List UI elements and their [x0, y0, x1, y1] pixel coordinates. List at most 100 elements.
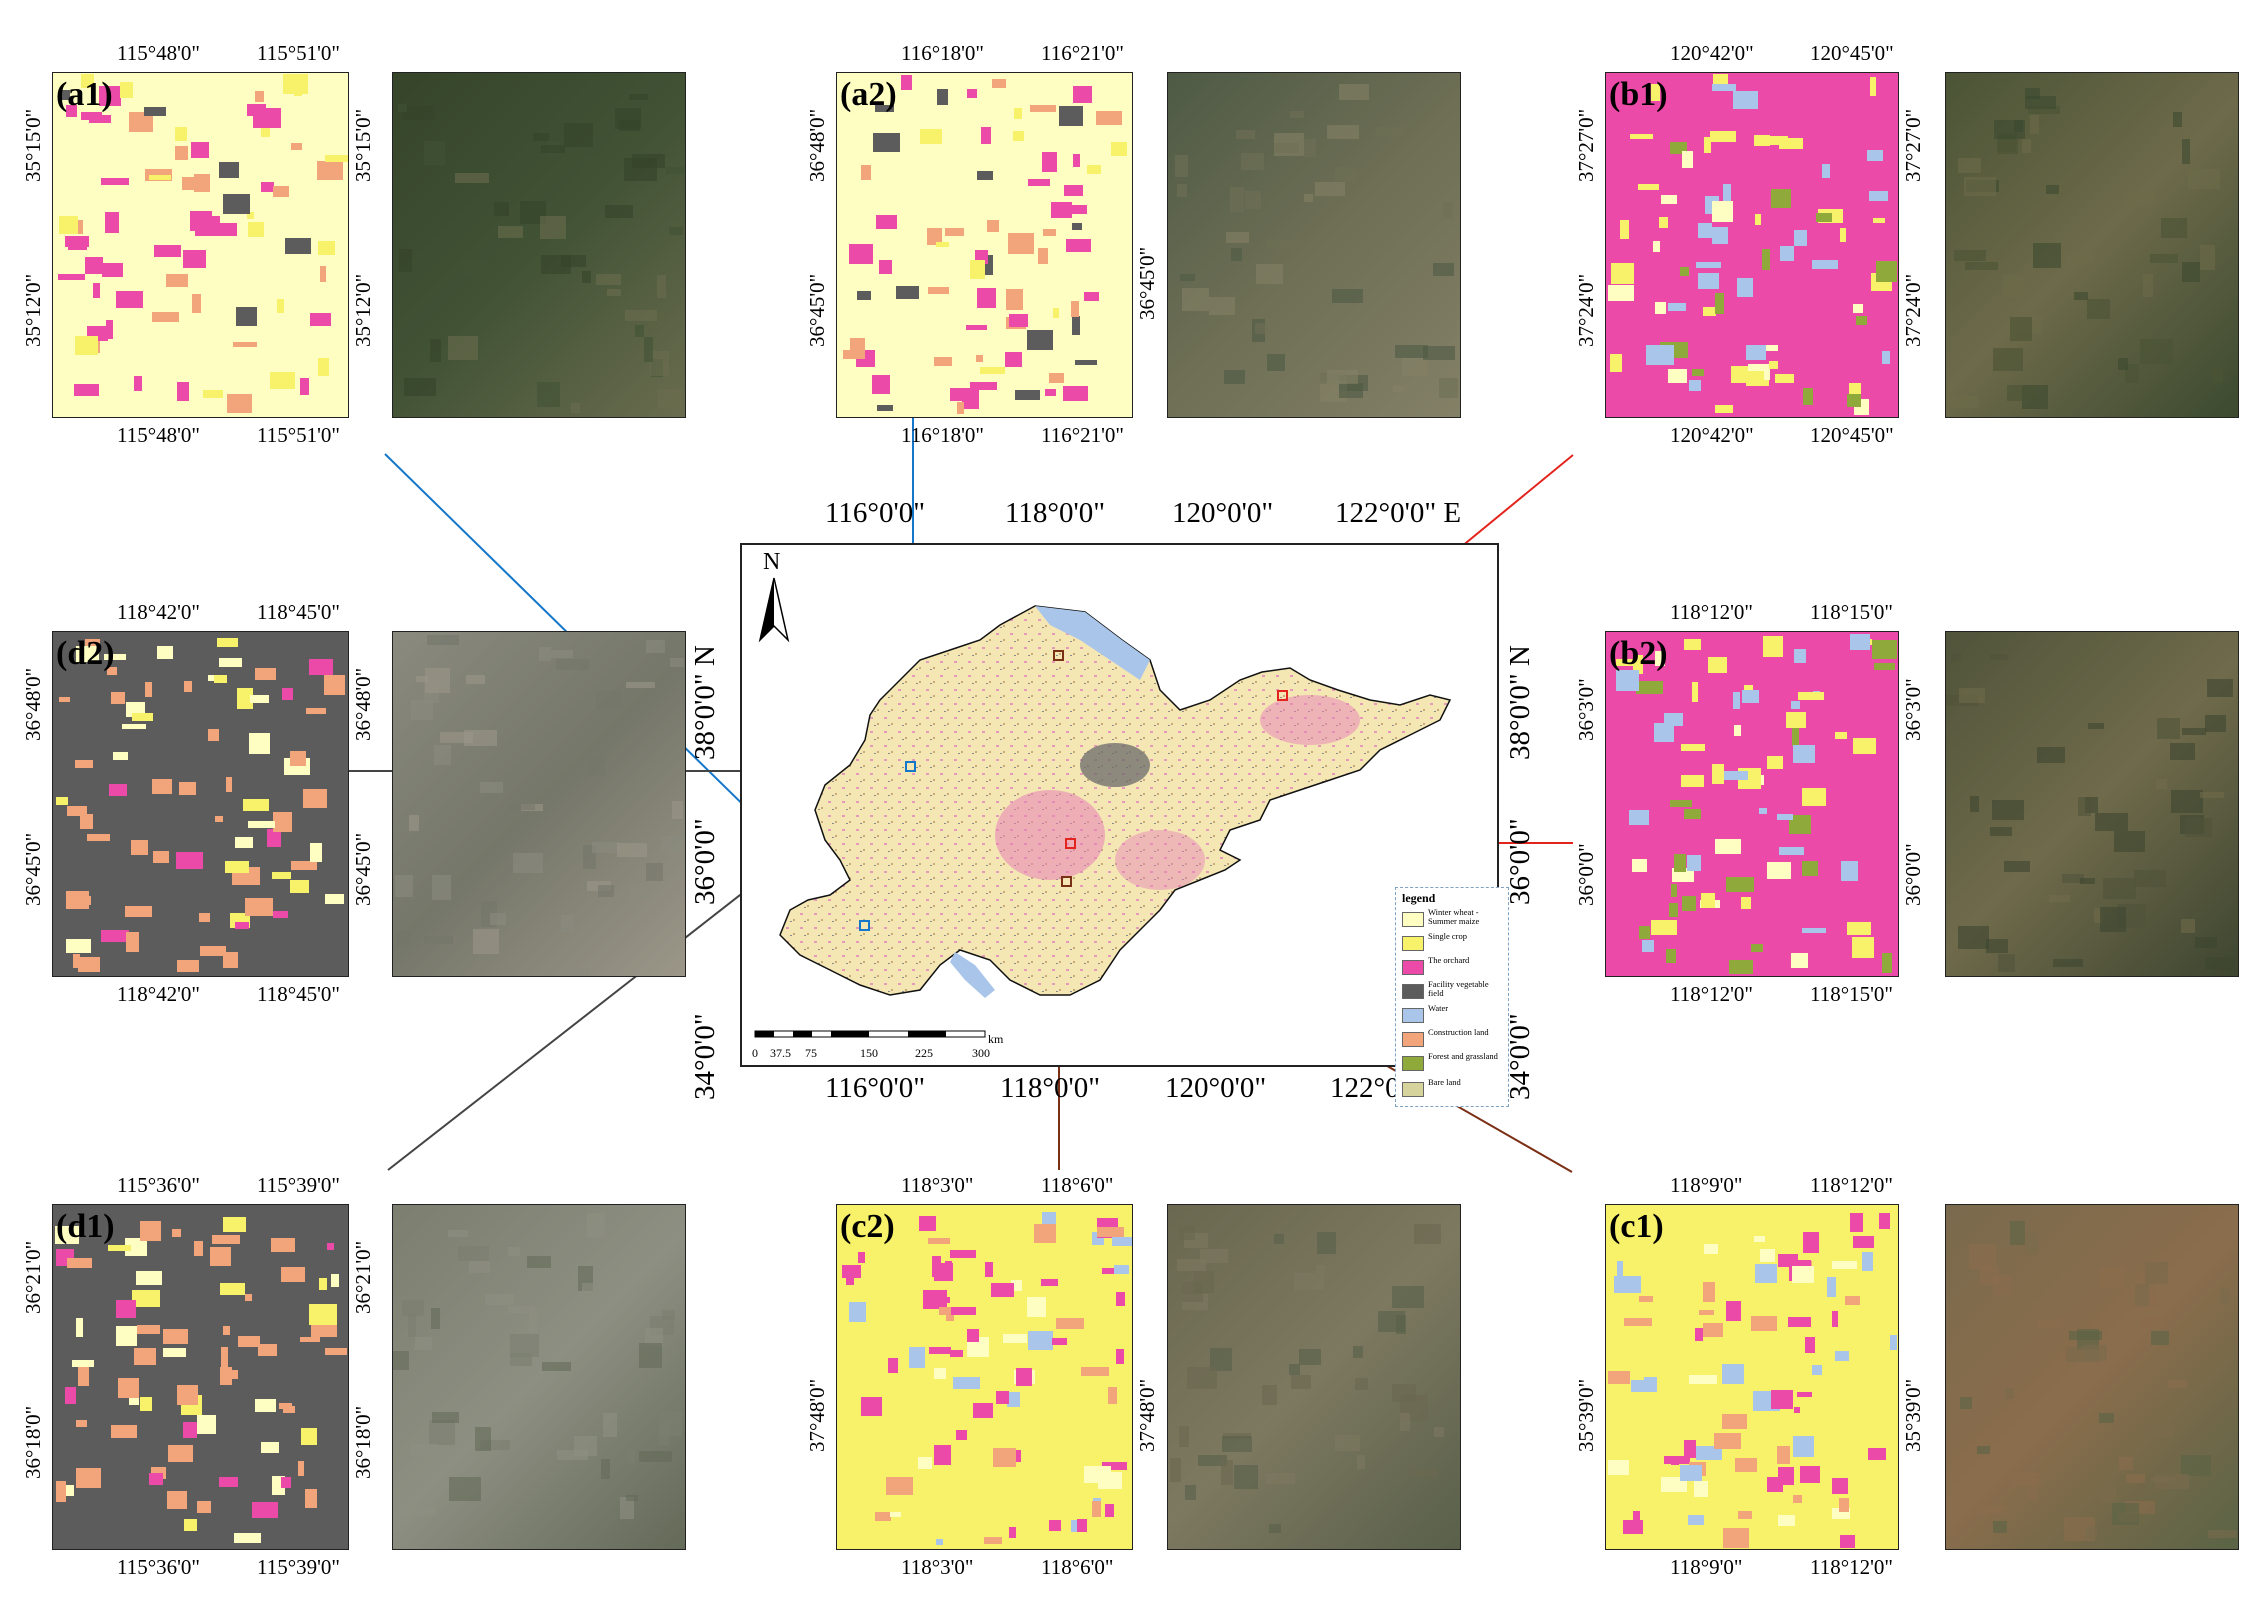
landcover-patch	[950, 1307, 977, 1315]
landcover-patch	[1758, 807, 1767, 814]
classification-map-a1	[52, 72, 349, 418]
right-tick-d2: 36°45'0"	[351, 832, 375, 907]
satellite-texture	[1274, 143, 1300, 153]
satellite-texture	[1178, 1426, 1190, 1447]
satellite-texture	[1334, 1435, 1360, 1451]
landcover-patch	[105, 320, 114, 339]
landcover-patch	[58, 697, 70, 703]
satellite-texture	[1993, 1521, 2007, 1534]
satellite-texture	[1200, 1249, 1228, 1264]
landcover-patch	[876, 214, 897, 230]
main-bottom-tick-2: 120°0'0"	[1165, 1072, 1267, 1104]
landcover-patch	[1831, 1477, 1848, 1494]
satellite-texture	[645, 1328, 663, 1347]
landcover-patch	[260, 123, 270, 138]
landcover-patch	[1114, 1264, 1130, 1274]
landcover-patch	[923, 1289, 948, 1309]
satellite-texture	[1269, 1523, 1282, 1534]
landcover-patch	[309, 313, 331, 327]
landcover-patch	[1038, 248, 1049, 264]
satellite-texture	[2160, 218, 2187, 239]
landcover-patch	[1715, 839, 1741, 854]
landcover-patch	[108, 1244, 131, 1252]
satellite-texture	[1289, 111, 1305, 119]
bottom-tick-a2: 116°21'0"	[1041, 423, 1124, 447]
satellite-texture	[2020, 849, 2037, 858]
satellite-texture	[2026, 1233, 2038, 1254]
landcover-patch	[1855, 315, 1868, 325]
satellite-texture	[1327, 124, 1360, 139]
satellite-texture	[2083, 1344, 2108, 1361]
landcover-patch	[266, 828, 281, 848]
landcover-patch	[1041, 1278, 1059, 1287]
landcover-patch	[65, 104, 77, 117]
landcover-patch	[1076, 1519, 1088, 1532]
landcover-patch	[224, 861, 249, 874]
landcover-patch	[291, 861, 318, 871]
right-tick-a1: 35°15'0"	[351, 108, 375, 183]
landcover-patch	[65, 938, 92, 953]
bottom-tick-d1: 115°39'0"	[257, 1555, 340, 1579]
satellite-texture	[439, 732, 474, 744]
satellite-image-a2	[1167, 72, 1461, 418]
landcover-patch	[1872, 639, 1898, 660]
top-tick-b1: 120°45'0"	[1810, 41, 1894, 65]
landcover-patch	[1876, 261, 1897, 282]
landcover-patch	[1793, 1407, 1801, 1414]
legend-label: Construction land	[1428, 1027, 1489, 1037]
satellite-texture	[393, 1351, 409, 1370]
landcover-patch	[1667, 303, 1687, 312]
satellite-texture	[605, 204, 634, 219]
landcover-patch	[945, 227, 964, 236]
landcover-patch	[175, 145, 188, 161]
legend-item: Forest and grassland	[1402, 1052, 1502, 1076]
landcover-patch	[1708, 656, 1728, 674]
satellite-texture	[2135, 1284, 2150, 1307]
main-top-tick-2: 120°0'0"	[1172, 497, 1274, 529]
satellite-texture	[509, 1353, 532, 1367]
satellite-texture	[507, 1247, 521, 1257]
landcover-patch	[1778, 137, 1804, 149]
landcover-patch	[236, 306, 258, 326]
landcover-patch	[1703, 307, 1716, 316]
landcover-patch	[919, 129, 942, 144]
satellite-texture	[466, 674, 485, 685]
left-tick-d1: 36°18'0"	[21, 1405, 45, 1480]
satellite-texture	[571, 403, 580, 413]
satellite-texture	[626, 1450, 635, 1463]
scale-label-3: 150	[860, 1046, 878, 1060]
satellite-texture	[493, 201, 510, 216]
legend-label: Water	[1428, 1003, 1449, 1013]
landcover-patch	[215, 816, 223, 822]
landcover-patch	[1013, 108, 1022, 120]
satellite-texture	[615, 107, 642, 130]
legend-swatch	[1402, 1032, 1424, 1047]
landcover-patch	[278, 1402, 293, 1409]
landcover-patch	[1008, 313, 1028, 327]
satellite-texture	[1180, 274, 1195, 281]
satellite-texture	[584, 156, 599, 170]
landcover-patch	[875, 1511, 892, 1522]
satellite-texture	[2080, 878, 2096, 885]
satellite-texture	[2009, 316, 2033, 341]
landcover-patch	[1682, 151, 1694, 169]
landcover-patch	[934, 1367, 947, 1380]
landcover-patch	[1791, 1265, 1814, 1284]
satellite-texture	[507, 1306, 535, 1314]
panel-label-c2: (c2)	[840, 1208, 895, 1245]
landcover-patch	[1849, 1213, 1863, 1232]
satellite-texture	[1979, 1267, 1999, 1286]
landcover-patch	[1643, 1376, 1658, 1386]
landcover-patch	[1874, 662, 1895, 670]
landcover-patch	[943, 1296, 950, 1303]
satellite-texture	[498, 225, 523, 239]
landcover-patch	[1802, 788, 1826, 806]
satellite-texture	[601, 1459, 611, 1480]
satellite-texture	[2211, 366, 2224, 382]
landcover-patch	[1670, 883, 1677, 897]
bottom-tick-a1: 115°48'0"	[117, 423, 200, 447]
landcover-patch	[76, 1467, 101, 1489]
satellite-texture	[2195, 937, 2217, 948]
landcover-patch	[1711, 226, 1729, 244]
satellite-texture	[2200, 791, 2225, 798]
